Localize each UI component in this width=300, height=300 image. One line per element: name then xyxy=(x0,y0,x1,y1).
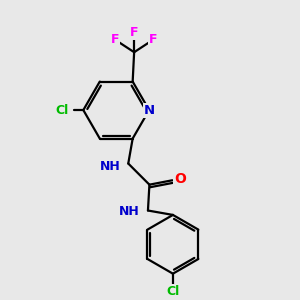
Text: F: F xyxy=(110,33,119,46)
Text: F: F xyxy=(149,33,158,46)
Text: NH: NH xyxy=(119,206,140,218)
Text: NH: NH xyxy=(100,160,121,173)
Text: Cl: Cl xyxy=(166,285,179,298)
Text: Cl: Cl xyxy=(56,103,69,117)
Text: N: N xyxy=(144,103,155,117)
Text: F: F xyxy=(130,26,138,39)
Text: O: O xyxy=(175,172,187,186)
